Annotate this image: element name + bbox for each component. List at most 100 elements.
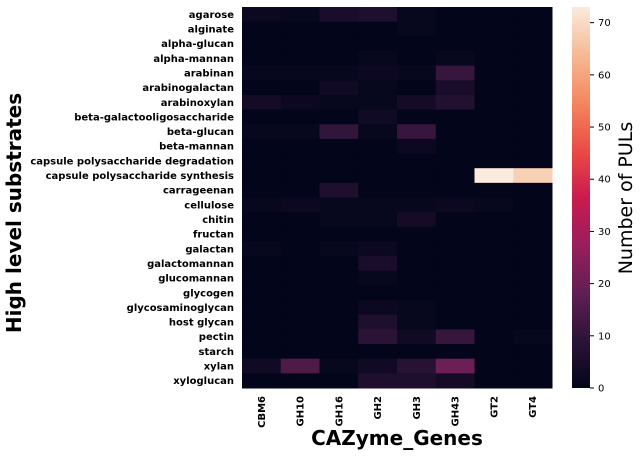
heatmap-cell-host-glycan-gt2 [474, 314, 514, 330]
heatmap-cell-alpha-mannan-cbm6 [242, 50, 282, 67]
heatmap-cell-alpha-glucan-gh16 [319, 36, 359, 52]
row-label-host-glycan: host glycan [169, 318, 234, 329]
heatmap-cell-alpha-mannan-gt2 [474, 50, 514, 67]
heatmap-cell-beta-galactooligosaccharide-gh3 [397, 109, 437, 125]
heatmap-cell-beta-galactooligosaccharide-gt4 [513, 109, 553, 125]
heatmap-cell-alpha-mannan-gh16 [319, 50, 359, 67]
heatmap-cell-glycogen-gh16 [319, 285, 359, 301]
heatmap-cell-xylan-gt4 [513, 358, 553, 374]
heatmap-cell-pectin-gh3 [397, 329, 437, 345]
row-label-galactomannan: galactomannan [147, 259, 234, 270]
heatmap-cell-cellulose-gh43 [435, 197, 475, 213]
heatmap-cell-xylan-gh16 [319, 358, 359, 374]
heatmap-cell-beta-mannan-gt4 [513, 138, 553, 155]
heatmap-cell-alpha-glucan-gh2 [358, 36, 398, 52]
heatmap-cell-xylan-gh10 [280, 358, 320, 374]
heatmap-cell-alginate-gh3 [397, 21, 437, 37]
heatmap-cell-galactomannan-cbm6 [242, 256, 282, 272]
heatmap-cell-capsule-polysaccharide-synthesis-gh16 [319, 168, 359, 184]
heatmap-cell-starch-gh16 [319, 344, 359, 360]
heatmap-cell-agarose-gh16 [319, 7, 359, 23]
heatmap-cell-alpha-mannan-gh43 [435, 50, 475, 67]
heatmap-cell-alpha-mannan-gh10 [280, 50, 320, 67]
heatmap-cell-galactomannan-gh10 [280, 256, 320, 272]
row-label-glucomannan: glucomannan [158, 274, 234, 285]
heatmap-cell-arabinogalactan-gh2 [358, 80, 398, 96]
heatmap-cell-arabinan-gh10 [280, 65, 320, 81]
row-label-xylan: xylan [204, 362, 234, 373]
heatmap-cell-carrageenan-gh16 [319, 182, 359, 198]
heatmap-cell-agarose-gh2 [358, 7, 398, 23]
heatmap-cell-host-glycan-gh3 [397, 314, 437, 330]
heatmap-cell-fructan-gt4 [513, 226, 553, 242]
column-labels: CBM6 GH10 GH16 GH2 GH3 GH43 GT2 GT4 [257, 396, 539, 428]
heatmap-cell-alpha-glucan-gh10 [280, 36, 320, 52]
column-label-gh43: GH43 [451, 396, 462, 427]
row-label-capsule-polysaccharide-degradation: capsule polysaccharide degradation [30, 156, 234, 167]
heatmap-cell-beta-galactooligosaccharide-gh43 [435, 109, 475, 125]
heatmap-cell-xyloglucan-gt2 [474, 373, 514, 389]
heatmap-cell-galactan-gh2 [358, 241, 398, 257]
heatmap-cell-galactomannan-gt4 [513, 256, 553, 272]
row-label-cellulose: cellulose [184, 200, 234, 211]
heatmap-cell-glucomannan-gh3 [397, 270, 437, 286]
heatmap-cell-galactan-gh16 [319, 241, 359, 257]
heatmap-cell-host-glycan-cbm6 [242, 314, 282, 330]
row-label-fructan: fructan [193, 230, 234, 241]
heatmap-cell-glycosaminoglycan-gh2 [358, 300, 398, 316]
heatmap-cell-beta-galactooligosaccharide-gh10 [280, 109, 320, 125]
heatmap-cell-glycogen-gt2 [474, 285, 514, 301]
row-label-xyloglucan: xyloglucan [173, 376, 234, 387]
column-label-gh2: GH2 [373, 396, 384, 420]
heatmap-cell-glucomannan-cbm6 [242, 270, 282, 286]
heatmap-cell-xyloglucan-gh3 [397, 373, 437, 389]
heatmap-cell-cellulose-gh10 [280, 197, 320, 213]
heatmap-cell-glycosaminoglycan-gh43 [435, 300, 475, 316]
column-label-gh10: GH10 [296, 396, 307, 427]
heatmap-cell-carrageenan-gt2 [474, 182, 514, 198]
heatmap-cell-alginate-gh2 [358, 21, 398, 37]
heatmap-cell-carrageenan-gh2 [358, 182, 398, 198]
heatmap-cell-beta-mannan-gh10 [280, 138, 320, 155]
heatmap-cell-glycogen-gh10 [280, 285, 320, 301]
colorbar-ticks: 0 10 20 30 40 50 60 70 [590, 18, 611, 395]
heatmap-cell-alginate-gh10 [280, 21, 320, 37]
heatmap-cell-agarose-gh10 [280, 7, 320, 23]
heatmap-cell-galactan-gh3 [397, 241, 437, 257]
heatmap-cell-cellulose-gt4 [513, 197, 553, 213]
heatmap-cell-capsule-polysaccharide-degradation-cbm6 [242, 153, 282, 169]
heatmap-cell-arabinogalactan-gh16 [319, 80, 359, 96]
heatmap-cell-xyloglucan-gt4 [513, 373, 553, 389]
heatmap-cell-host-glycan-gt4 [513, 314, 553, 330]
heatmap-cell-chitin-gh2 [358, 212, 398, 228]
heatmap-cell-beta-mannan-cbm6 [242, 138, 282, 155]
heatmap-cell-xylan-gh3 [397, 358, 437, 374]
row-label-agarose: agarose [189, 10, 234, 21]
row-label-alpha-mannan: alpha-mannan [153, 54, 234, 65]
heatmap-cell-alpha-glucan-gh43 [435, 36, 475, 52]
column-label-gh3: GH3 [412, 396, 423, 420]
heatmap-cell-arabinan-gh43 [435, 65, 475, 81]
heatmap-cell-beta-glucan-gh2 [358, 124, 398, 140]
heatmap-cell-glucomannan-gh16 [319, 270, 359, 286]
heatmap-cell-alginate-gt2 [474, 21, 514, 37]
heatmap-cell-galactan-gh43 [435, 241, 475, 257]
heatmap-cell-arabinoxylan-gt4 [513, 94, 553, 111]
heatmap-cell-arabinogalactan-gt2 [474, 80, 514, 96]
heatmap-cell-chitin-gt2 [474, 212, 514, 228]
heatmap-cell-chitin-gt4 [513, 212, 553, 228]
heatmap-cell-starch-gh10 [280, 344, 320, 360]
heatmap-cell-starch-gt2 [474, 344, 514, 360]
heatmap-cell-capsule-polysaccharide-degradation-gh2 [358, 153, 398, 169]
colorbar [572, 7, 590, 388]
heatmap-cell-arabinoxylan-gh43 [435, 94, 475, 111]
heatmap-cell-alginate-gh43 [435, 21, 475, 37]
heatmap-cell-fructan-gh3 [397, 226, 437, 242]
heatmap-cell-alpha-glucan-gt2 [474, 36, 514, 52]
heatmap-cell-carrageenan-gh43 [435, 182, 475, 198]
heatmap-cell-agarose-cbm6 [242, 7, 282, 23]
colorbar-tick-label-10: 10 [598, 331, 611, 342]
x-axis-title: CAZyme_Genes [311, 426, 483, 450]
heatmap-cell-arabinan-cbm6 [242, 65, 282, 81]
heatmap-cell-galactomannan-gh43 [435, 256, 475, 272]
